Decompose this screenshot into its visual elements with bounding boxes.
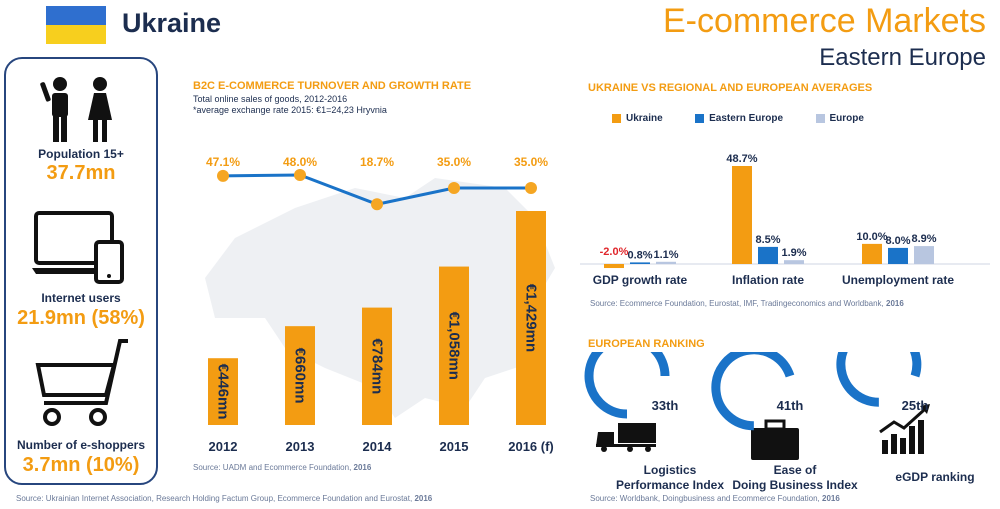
legend-europe: Europe bbox=[815, 113, 864, 124]
ranking-label-line1: Logistics bbox=[644, 463, 697, 477]
turnover-chart: €446mn 2012 €660mn 2013 €784mn 2014 €1,058mn 20… bbox=[205, 155, 555, 454]
averages-legend: Ukraine Eastern Europe Europe bbox=[612, 108, 892, 126]
turnover-x-tick-label: 2015 bbox=[440, 439, 469, 454]
eshoppers-label: Number of e-shoppers bbox=[16, 438, 145, 452]
averages-title: UKRAINE VS REGIONAL AND EUROPEAN AVERAGE… bbox=[588, 82, 873, 94]
country-name: Ukraine bbox=[122, 8, 222, 38]
average-bar bbox=[862, 243, 882, 264]
growth-rate-label: 35.0% bbox=[514, 155, 548, 169]
page-subtitle: Eastern Europe bbox=[819, 44, 986, 71]
page-title: E-commerce Markets bbox=[662, 2, 986, 40]
internet-users-label: Internet users bbox=[41, 291, 121, 305]
average-bar-value-label: -2.0% bbox=[600, 246, 629, 258]
ranking-label-line2: Doing Business Index bbox=[732, 478, 858, 492]
turnover-bar bbox=[208, 358, 238, 425]
growth-chart-icon bbox=[879, 404, 930, 454]
ranking-ring bbox=[836, 352, 922, 407]
averages-category-label: GDP growth rate bbox=[593, 273, 688, 287]
turnover-x-tick-label: 2013 bbox=[286, 439, 315, 454]
ranking-ring bbox=[711, 352, 795, 431]
averages-chart: -2.0% 0.8% 1.1% GDP growth rate 48.7% 8.5%1.9… bbox=[580, 153, 990, 287]
turnover-bar bbox=[362, 307, 392, 425]
growth-rate-label: 18.7% bbox=[360, 155, 394, 169]
average-bar-value-label: 48.7% bbox=[726, 153, 757, 165]
average-bar bbox=[656, 261, 676, 264]
footer-source: Source: Ukrainian Internet Association, … bbox=[16, 494, 433, 503]
key-stats-panel bbox=[4, 57, 158, 485]
ranking-label-line1: eGDP ranking bbox=[895, 470, 974, 484]
turnover-bar-value-label: €1,429mn bbox=[523, 284, 540, 352]
ranking-rank-label: 25th bbox=[902, 398, 929, 413]
turnover-bar bbox=[285, 326, 315, 425]
turnover-bar-value-label: €660mn bbox=[292, 348, 309, 404]
legend-ukraine: Ukraine bbox=[612, 113, 663, 124]
growth-rate-label: 48.0% bbox=[283, 155, 317, 169]
average-bar-value-label: 0.8% bbox=[627, 249, 652, 261]
turnover-x-tick-label: 2014 bbox=[363, 439, 393, 454]
laptop-phone-icon bbox=[32, 211, 124, 284]
turnover-source: Source: UADM and Ecommerce Foundation, 2… bbox=[193, 463, 372, 472]
ranking-label-line1: Ease of bbox=[774, 463, 818, 477]
average-bar bbox=[784, 260, 804, 264]
ukraine-flag bbox=[46, 6, 106, 44]
turnover-x-tick-label: 2016 (f) bbox=[508, 439, 554, 454]
turnover-bar-value-label: €784mn bbox=[369, 338, 386, 394]
average-bar-value-label: 1.9% bbox=[781, 247, 806, 259]
turnover-title: B2C E-COMMERCE TURNOVER AND GROWTH RATE bbox=[193, 80, 472, 92]
shopping-cart-icon bbox=[35, 339, 128, 426]
turnover-bar bbox=[439, 266, 469, 425]
ranking-label-line2: Performance Index bbox=[616, 478, 724, 492]
turnover-x-tick-label: 2012 bbox=[209, 439, 238, 454]
average-bar bbox=[914, 246, 934, 264]
people-icon bbox=[40, 77, 112, 142]
briefcase-icon bbox=[751, 419, 799, 460]
growth-rate-point bbox=[371, 198, 383, 211]
averages-category-label: Unemployment rate bbox=[842, 273, 954, 287]
ranking-title: EUROPEAN RANKING bbox=[588, 338, 705, 350]
population-label: Population 15+ bbox=[38, 147, 124, 161]
population-value: 37.7mn bbox=[46, 162, 116, 184]
average-bar bbox=[630, 262, 650, 264]
growth-rate-label: 35.0% bbox=[437, 155, 471, 169]
average-bar-value-label: 8.5% bbox=[755, 234, 780, 246]
growth-rate-point bbox=[217, 169, 229, 182]
ranking-rank-label: 33th bbox=[652, 398, 679, 413]
turnover-bar-value-label: €446mn bbox=[215, 364, 232, 420]
eshoppers-value: 3.7mn (10%) bbox=[22, 454, 140, 476]
growth-rate-label: 47.1% bbox=[206, 155, 240, 169]
ranking-source: Source: Worldbank, Doingbusiness and Eco… bbox=[590, 494, 840, 503]
turnover-note: *average exchange rate 2015: €1=24,23 Hr… bbox=[193, 105, 387, 115]
average-bar-value-label: 8.0% bbox=[885, 235, 910, 247]
average-bar bbox=[888, 247, 908, 264]
average-bar bbox=[604, 264, 624, 269]
average-bar bbox=[758, 246, 778, 264]
truck-icon bbox=[596, 423, 656, 452]
growth-rate-point bbox=[448, 182, 460, 194]
ranking-ring bbox=[584, 352, 670, 419]
turnover-subtitle: Total online sales of goods, 2012-2016 bbox=[193, 94, 348, 104]
ranking-rank-label: 41th bbox=[777, 398, 804, 413]
average-bar-value-label: 10.0% bbox=[856, 231, 887, 243]
average-bar-value-label: 8.9% bbox=[911, 233, 936, 245]
averages-source: Source: Ecommerce Foundation, Eurostat, … bbox=[590, 299, 904, 308]
turnover-bar-value-label: €1,058mn bbox=[446, 312, 463, 380]
averages-category-label: Inflation rate bbox=[732, 273, 804, 287]
growth-rate-point bbox=[294, 169, 306, 181]
average-bar-value-label: 1.1% bbox=[653, 249, 678, 261]
turnover-bar bbox=[516, 211, 546, 425]
growth-rate-point bbox=[525, 182, 537, 194]
internet-users-value: 21.9mn (58%) bbox=[17, 307, 145, 329]
average-bar bbox=[732, 166, 752, 264]
legend-eastern-europe: Eastern Europe bbox=[695, 113, 783, 124]
